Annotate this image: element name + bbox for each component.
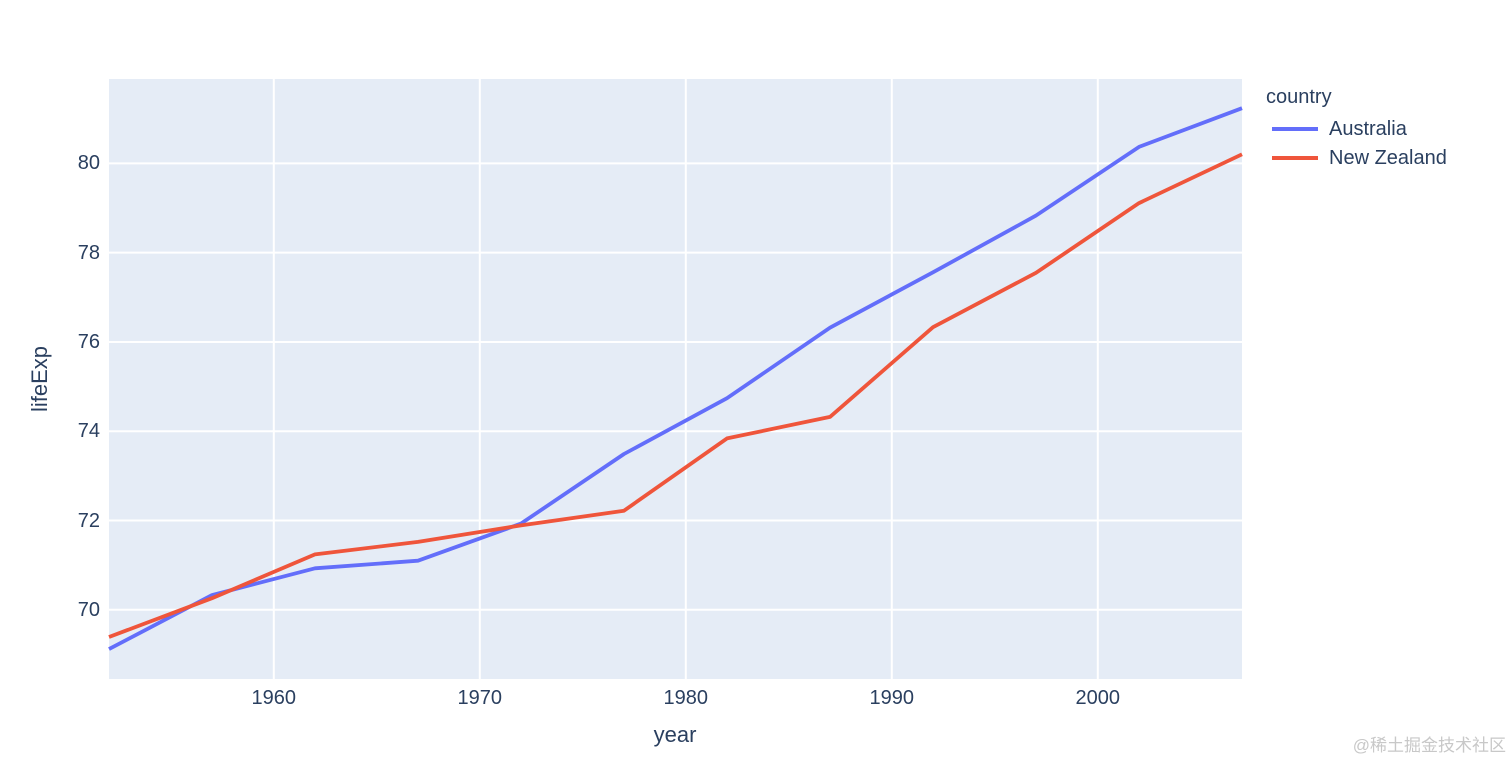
x-axis-title: year xyxy=(653,722,697,747)
x-tick-label: 2000 xyxy=(1075,687,1121,709)
y-tick-label: 80 xyxy=(77,152,100,175)
line-australia[interactable] xyxy=(108,106,1243,651)
legend-items: Australia New Zealand xyxy=(1266,114,1447,172)
y-tick-label: 74 xyxy=(77,420,100,443)
x-tick-label: 1970 xyxy=(457,687,503,709)
legend-item-new-zealand[interactable]: New Zealand xyxy=(1266,143,1447,172)
legend-line-swatch xyxy=(1272,126,1318,131)
x-tick-label: 1990 xyxy=(869,687,915,709)
legend-line-swatch xyxy=(1272,155,1318,160)
watermark: @稀土掘金技术社区 xyxy=(1352,736,1506,755)
legend: country Australia New Zealand xyxy=(1266,84,1447,172)
y-axis-title: lifeExp xyxy=(27,345,52,413)
x-tick-label: 1980 xyxy=(663,687,709,709)
legend-item-label: New Zealand xyxy=(1329,146,1447,169)
y-tick-label: 76 xyxy=(77,330,100,353)
y-tick-label: 72 xyxy=(77,509,100,532)
x-tick-label: 1960 xyxy=(251,687,297,709)
legend-item-label: Australia xyxy=(1329,117,1407,140)
y-tick-label: 78 xyxy=(77,241,100,264)
line-new-zealand[interactable] xyxy=(108,152,1243,639)
y-tick-label: 70 xyxy=(77,598,100,621)
legend-title: country xyxy=(1266,86,1332,108)
plot-background xyxy=(109,79,1242,679)
legend-item-australia[interactable]: Australia xyxy=(1266,114,1447,143)
